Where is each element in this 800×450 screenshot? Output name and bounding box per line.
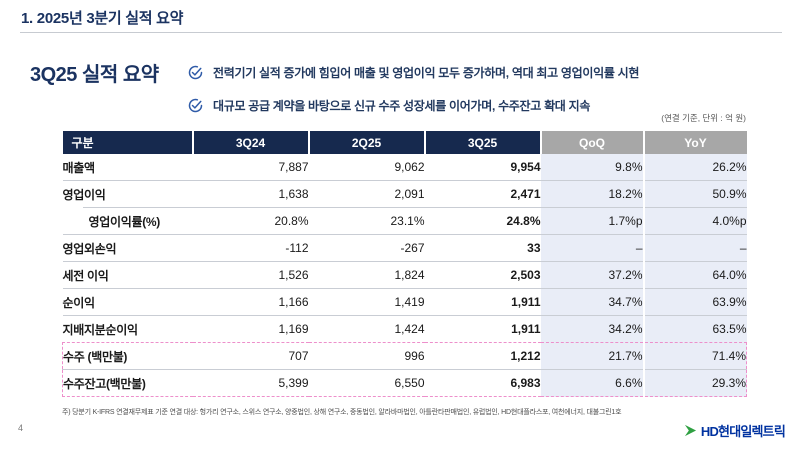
cell-qoq: 18.2% xyxy=(540,180,644,208)
cell-q3_24: 7,887 xyxy=(278,160,309,174)
table-row: 영업이익률(%) 20.8% 23.1% 24.8% 1.7%p 4.0%p xyxy=(62,206,747,235)
title-divider xyxy=(20,32,782,33)
col-header-category: 구분 xyxy=(62,131,193,154)
unit-note: (연결 기준, 단위 : 억 원) xyxy=(661,113,746,123)
cell-qoq: 34.2% xyxy=(540,315,644,343)
cell-q2_25: 23.1% xyxy=(308,207,425,235)
cell-yoy: 50.9% xyxy=(642,180,747,208)
circle-check-icon xyxy=(188,65,203,80)
logo-arrow-icon xyxy=(684,424,697,437)
cell-qoq: – xyxy=(540,234,644,262)
company-logo: HD현대일렉트릭 xyxy=(684,421,786,440)
row-label: 매출액 xyxy=(62,160,96,175)
table-row: 매출액 7,887 9,062 9,954 9.8% 26.2% xyxy=(63,154,747,181)
cell-yoy: 63.9% xyxy=(642,288,747,316)
cell-q3_24: 1,526 xyxy=(192,261,309,289)
col-header-qoq: QoQ xyxy=(539,131,644,154)
row-label: 수주잔고(백만불) xyxy=(62,369,193,397)
row-label: 세전 이익 xyxy=(62,261,193,289)
logo-text: HD현대일렉트릭 xyxy=(700,424,786,439)
cell-q3_24: 5,399 xyxy=(192,369,309,397)
cell-qoq: 37.2% xyxy=(540,261,644,289)
circle-check-icon xyxy=(188,98,203,113)
summary-bullet: 전력기기 실적 증가에 힘입어 매출 및 영업이익 모두 증가하며, 역대 최고… xyxy=(188,60,639,84)
table-row: 영업이익 1,638 2,091 2,471 18.2% 50.9% xyxy=(62,180,747,208)
table-row: 세전 이익 1,526 1,824 2,503 37.2% 64.0% xyxy=(62,261,747,289)
footnote: 주) 당분기 K-IFRS 연결재무제표 기준 연결 대상: 헝가리 연구소, … xyxy=(62,409,622,416)
bullet-text: 대규모 공급 계약을 바탕으로 신규 수주 성장세를 이어가며, 수주잔고 확대… xyxy=(213,98,591,113)
table-row: 순이익 1,166 1,419 1,911 34.7% 63.9% xyxy=(62,288,747,316)
cell-qoq: 1.7%p xyxy=(540,207,644,235)
table-row: 수주 (백만불) 707 996 1,212 21.7% 71.4% xyxy=(62,342,747,370)
row-label: 지배지분순이익 xyxy=(62,315,193,343)
cell-q3_25: 2,503 xyxy=(424,261,541,289)
col-header-2q25: 2Q25 xyxy=(307,131,425,154)
cell-yoy: 64.0% xyxy=(642,261,747,289)
cell-yoy: 4.0%p xyxy=(642,207,747,235)
cell-q3_25: 24.8% xyxy=(424,207,541,235)
cell-q3_24: -112 xyxy=(192,234,309,262)
cell-qoq: 34.7% xyxy=(540,288,644,316)
cell-yoy: 29.3% xyxy=(642,369,747,397)
cell-q3_24: 707 xyxy=(192,342,309,370)
row-label: 수주 (백만불) xyxy=(62,342,193,370)
cell-q3_24: 1,169 xyxy=(192,315,309,343)
cell-q3_25: 6,983 xyxy=(424,369,541,397)
cell-q3_25: 33 xyxy=(424,234,541,262)
cell-q2_25: 996 xyxy=(308,342,425,370)
cell-q3_25: 1,911 xyxy=(424,288,541,316)
col-header-yoy: YoY xyxy=(642,131,747,154)
cell-q3_25: 9,954 xyxy=(510,160,541,174)
table-row: 수주잔고(백만불) 5,399 6,550 6,983 6.6% 29.3% xyxy=(62,369,747,397)
page-number: 4 xyxy=(18,423,24,433)
cell-yoy: 71.4% xyxy=(642,342,747,370)
cell-q3_25: 2,471 xyxy=(424,180,541,208)
financial-summary-table: 구분 3Q24 2Q25 3Q25 QoQ YoY 매출액 7,887 9,062 9… xyxy=(62,131,747,397)
cell-q2_25: 1,424 xyxy=(308,315,425,343)
cell-q3_25: 1,212 xyxy=(424,342,541,370)
table-body: 매출액 7,887 9,062 9,954 9.8% 26.2% 영업이익 1,638 2,09… xyxy=(62,154,747,397)
cell-q2_25: 9,062 xyxy=(394,160,425,174)
cell-yoy: – xyxy=(642,234,747,262)
cell-q2_25: 6,550 xyxy=(308,369,425,397)
table-header: 구분 3Q24 2Q25 3Q25 QoQ YoY xyxy=(62,131,747,154)
cell-q2_25: 1,419 xyxy=(308,288,425,316)
row-label: 영업외손익 xyxy=(62,234,193,262)
cell-q3_24: 20.8% xyxy=(192,207,309,235)
cell-q2_25: 2,091 xyxy=(308,180,425,208)
col-header-3q25: 3Q25 xyxy=(423,131,541,154)
section-heading: 3Q25 실적 요약 xyxy=(30,64,159,86)
table-row: 영업외손익 -112 -267 33– – xyxy=(62,234,747,262)
cell-q2_25: 1,824 xyxy=(308,261,425,289)
summary-bullet: 대규모 공급 계약을 바탕으로 신규 수주 성장세를 이어가며, 수주잔고 확대… xyxy=(188,93,639,117)
cell-q3_25: 1,911 xyxy=(424,315,541,343)
cell-yoy: 63.5% xyxy=(642,315,747,343)
cell-qoq: 21.7% xyxy=(540,342,644,370)
cell-q2_25: -267 xyxy=(308,234,425,262)
col-header-3q24: 3Q24 xyxy=(191,131,309,154)
cell-q3_24: 1,166 xyxy=(192,288,309,316)
page-title: 1. 2025년 3분기 실적 요약 xyxy=(21,10,184,27)
row-label: 순이익 xyxy=(62,288,193,316)
table-row: 지배지분순이익 1,169 1,424 1,911 34.2% 63.5% xyxy=(62,315,747,343)
cell-qoq: 9.8% xyxy=(540,154,644,181)
cell-qoq: 6.6% xyxy=(540,369,644,397)
bullet-text: 전력기기 실적 증가에 힘입어 매출 및 영업이익 모두 증가하며, 역대 최고… xyxy=(213,65,640,80)
summary-bullets: 전력기기 실적 증가에 힘입어 매출 및 영업이익 모두 증가하며, 역대 최고… xyxy=(188,60,639,126)
row-label: 영업이익률(%) xyxy=(62,206,193,235)
row-label: 영업이익 xyxy=(62,180,193,208)
cell-q3_24: 1,638 xyxy=(192,180,309,208)
cell-yoy: 26.2% xyxy=(642,154,747,181)
